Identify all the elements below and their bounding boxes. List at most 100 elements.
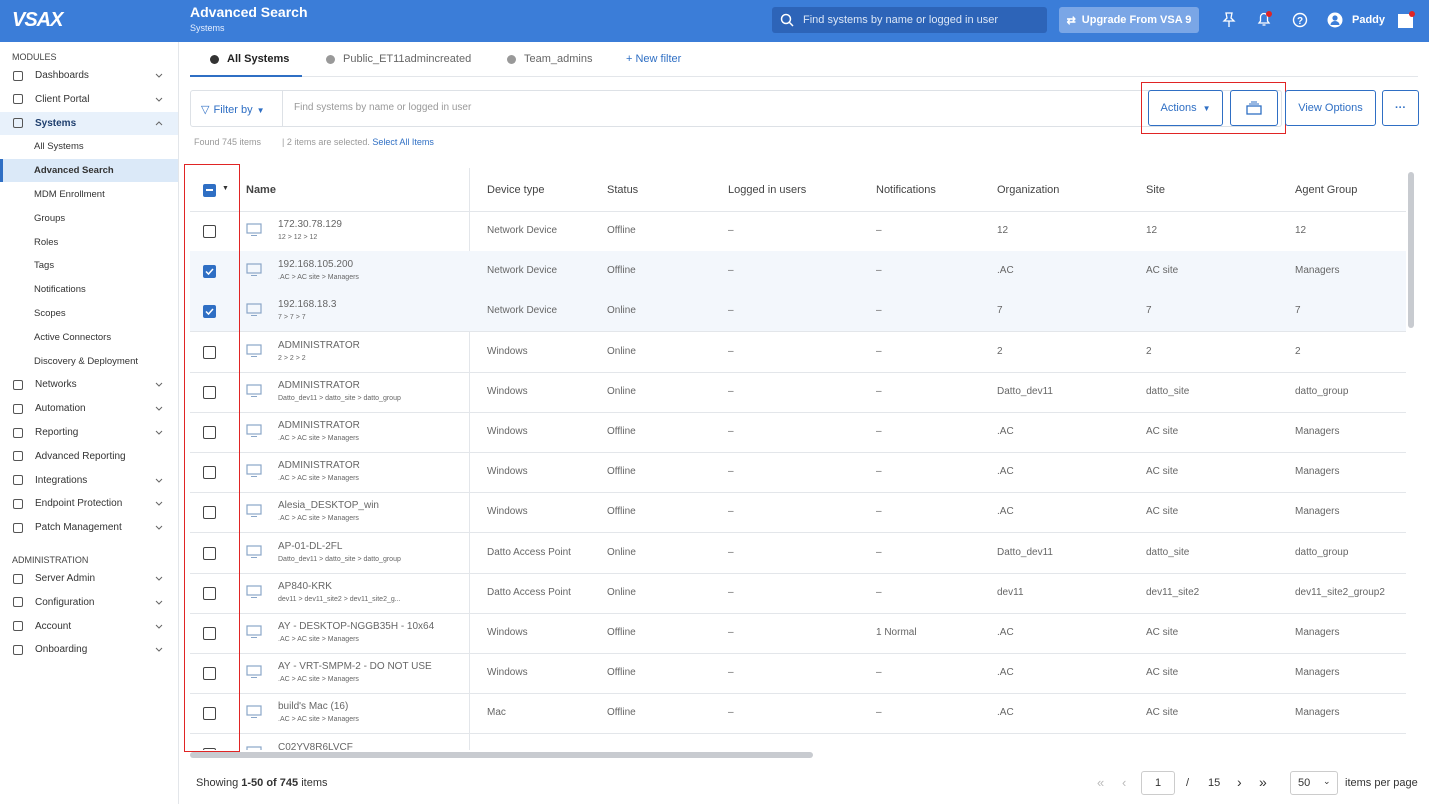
first-page[interactable]: «: [1097, 775, 1105, 790]
chevron[interactable]: [154, 621, 164, 631]
sort-caret[interactable]: ▼: [222, 185, 229, 192]
table-row[interactable]: 192.168.105.200 .AC > AC site > Managers N…: [190, 251, 1406, 293]
device-name[interactable]: build's Mac (16): [278, 701, 349, 713]
nav-item[interactable]: Automation: [0, 397, 178, 420]
row-checkbox[interactable]: [203, 426, 216, 439]
tab[interactable]: Public_ET11admincreated: [326, 42, 471, 76]
app-icon[interactable]: [1397, 11, 1415, 29]
column-header[interactable]: Logged in users: [728, 184, 807, 196]
row-checkbox[interactable]: [203, 385, 216, 399]
column-header[interactable]: Name: [246, 184, 276, 196]
device-name[interactable]: AY - DESKTOP-NGGB35H - 10x64: [278, 621, 435, 632]
table-row[interactable]: C02YV8R6LVCF: [190, 734, 1406, 750]
table-row[interactable]: AP840-KRK dev11 > dev11_site2 > dev11_sit…: [190, 573, 1406, 614]
nav-item[interactable]: Dashboards: [0, 64, 178, 87]
nav-subitem[interactable]: Tags: [0, 254, 178, 277]
view-options-button[interactable]: View Options: [1285, 90, 1376, 126]
table-row[interactable]: ADMINISTRATOR 2 > 2 > 2 Windows Online – – 2 2 2: [190, 332, 1406, 373]
tab[interactable]: All Systems: [210, 42, 289, 76]
chevron[interactable]: [154, 573, 164, 583]
column-header[interactable]: Notifications: [876, 184, 936, 196]
device-name[interactable]: ADMINISTRATOR: [278, 379, 360, 391]
nav-subitem[interactable]: Advanced Search: [0, 159, 178, 183]
nav-item[interactable]: Systems: [0, 111, 178, 135]
nav-item[interactable]: Advanced Reporting: [0, 445, 178, 468]
select-all-link[interactable]: Select All Items: [372, 137, 434, 147]
table-row[interactable]: build's Mac (16) .AC > AC site > Managers…: [190, 693, 1406, 735]
chevron[interactable]: [154, 403, 164, 413]
device-name[interactable]: ADMINISTRATOR: [278, 460, 360, 472]
actions-button[interactable]: Actions ▼: [1148, 90, 1223, 126]
column-header[interactable]: Device type: [487, 184, 545, 196]
upgrade-button[interactable]: ⇄ Upgrade From VSA 9: [1059, 7, 1199, 33]
nav-subitem[interactable]: MDM Enrollment: [0, 183, 178, 206]
chevron[interactable]: [154, 94, 164, 104]
device-name[interactable]: C02YV8R6LVCF: [278, 741, 353, 750]
h-scrollbar[interactable]: [190, 752, 813, 758]
row-checkbox[interactable]: [203, 707, 216, 721]
device-name[interactable]: AY - VRT-SMPM-2 - DO NOT USE: [278, 661, 432, 673]
layers-button[interactable]: [1230, 90, 1278, 126]
table-row[interactable]: 172.30.78.129 12 > 12 > 12 Network Device O…: [190, 211, 1406, 252]
nav-item[interactable]: Patch Management: [0, 516, 178, 539]
nav-item[interactable]: Reporting: [0, 421, 178, 444]
page-input[interactable]: 1: [1141, 771, 1175, 795]
row-checkbox[interactable]: [203, 546, 216, 560]
filter-placeholder[interactable]: Find systems by name or logged in user: [294, 102, 472, 113]
table-row[interactable]: ADMINISTRATOR .AC > AC site > Managers Win…: [190, 452, 1406, 494]
row-checkbox[interactable]: [203, 265, 216, 279]
chevron[interactable]: [154, 522, 164, 532]
row-checkbox[interactable]: [203, 627, 216, 640]
chevron[interactable]: [154, 498, 164, 508]
search-box[interactable]: Find systems by name or logged in user: [772, 7, 1047, 33]
nav-item[interactable]: Account: [0, 615, 178, 638]
nav-subitem[interactable]: All Systems: [0, 135, 178, 158]
nav-item[interactable]: Integrations: [0, 469, 178, 492]
nav-item[interactable]: Endpoint Protection: [0, 492, 178, 515]
table-row[interactable]: AY - DESKTOP-NGGB35H - 10x64 .AC > AC sit…: [190, 613, 1406, 654]
nav-subitem[interactable]: Scopes: [0, 302, 178, 325]
nav-subitem[interactable]: Discovery & Deployment: [0, 350, 178, 373]
chevron[interactable]: [154, 597, 164, 607]
chevron[interactable]: [154, 427, 164, 437]
device-name[interactable]: AP840-KRK: [278, 580, 332, 592]
device-name[interactable]: 192.168.18.3: [278, 299, 337, 311]
last-page[interactable]: »: [1259, 774, 1267, 790]
column-header[interactable]: Agent Group: [1295, 184, 1358, 196]
v-scrollbar[interactable]: [1408, 172, 1414, 328]
row-checkbox[interactable]: [203, 586, 216, 600]
bell-icon[interactable]: [1256, 10, 1274, 28]
device-name[interactable]: ADMINISTRATOR: [278, 339, 360, 351]
user-name[interactable]: Paddy: [1352, 14, 1386, 26]
table-row[interactable]: Alesia_DESKTOP_win .AC > AC site > Manage…: [190, 492, 1406, 534]
device-name[interactable]: AP-01-DL-2FL: [278, 540, 343, 552]
column-header[interactable]: Site: [1146, 184, 1165, 196]
chevron[interactable]: [154, 644, 164, 654]
user-avatar[interactable]: [1327, 12, 1343, 28]
nav-subitem[interactable]: Notifications: [0, 278, 178, 301]
table-row[interactable]: ADMINISTRATOR Datto_dev11 > datto_site > …: [190, 372, 1406, 413]
row-checkbox[interactable]: [203, 747, 216, 750]
nav-item[interactable]: Server Admin: [0, 567, 178, 590]
filter-by[interactable]: ▽ Filter by ▼: [201, 104, 265, 116]
nav-subitem[interactable]: Active Connectors: [0, 326, 178, 349]
row-checkbox[interactable]: [203, 305, 216, 319]
table-row[interactable]: ADMINISTRATOR .AC > AC site > Managers Win…: [190, 412, 1406, 453]
table-row[interactable]: AY - VRT-SMPM-2 - DO NOT USE .AC > AC sit…: [190, 653, 1406, 695]
pin-icon[interactable]: [1222, 12, 1236, 28]
device-name[interactable]: 192.168.105.200: [278, 259, 354, 271]
chevron[interactable]: [154, 475, 164, 485]
row-checkbox[interactable]: [203, 345, 216, 359]
tab[interactable]: Team_admins: [507, 42, 592, 76]
device-name[interactable]: ADMINISTRATOR: [278, 420, 360, 431]
breadcrumb[interactable]: Systems: [190, 23, 225, 33]
per-page-select[interactable]: 50 ⌄: [1290, 771, 1338, 795]
device-name[interactable]: Alesia_DESKTOP_win: [278, 500, 379, 512]
chevron[interactable]: [154, 70, 164, 80]
row-checkbox[interactable]: [203, 225, 216, 238]
chevron[interactable]: [154, 379, 164, 389]
nav-item[interactable]: Networks: [0, 373, 178, 396]
nav-subitem[interactable]: Groups: [0, 207, 178, 230]
more-button[interactable]: ···: [1382, 90, 1419, 126]
nav-subitem[interactable]: Roles: [0, 231, 178, 254]
